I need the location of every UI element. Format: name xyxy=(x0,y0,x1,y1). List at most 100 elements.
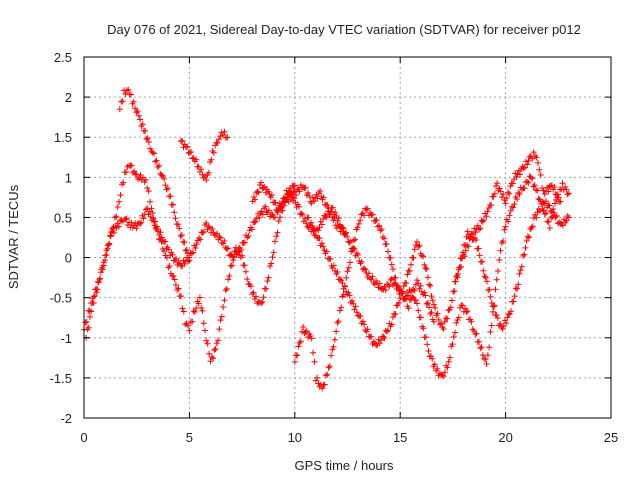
data-point xyxy=(465,243,472,250)
data-point xyxy=(214,230,221,237)
x-axis-label: GPS time / hours xyxy=(295,458,394,473)
data-point xyxy=(521,251,528,258)
data-point xyxy=(193,305,200,312)
data-point xyxy=(124,163,131,170)
series-track-7 xyxy=(452,149,564,285)
data-point xyxy=(548,215,555,222)
data-point xyxy=(524,161,531,168)
data-point xyxy=(486,344,493,351)
data-point xyxy=(492,183,499,190)
data-point xyxy=(520,165,527,172)
data-point xyxy=(342,230,349,237)
data-point xyxy=(495,268,502,275)
data-point xyxy=(226,272,233,279)
data-point xyxy=(374,223,381,230)
data-point xyxy=(448,297,455,304)
data-point xyxy=(224,134,231,141)
data-point xyxy=(532,152,539,159)
data-point xyxy=(460,251,467,258)
x-tick-label: 25 xyxy=(604,430,618,445)
data-point xyxy=(144,185,151,192)
data-point xyxy=(479,258,486,265)
y-tick-label: -1.5 xyxy=(50,371,72,386)
data-point xyxy=(133,109,140,116)
data-point xyxy=(508,203,515,210)
data-point xyxy=(427,353,434,360)
data-point xyxy=(190,154,197,161)
data-point xyxy=(475,245,482,252)
data-point xyxy=(529,223,536,230)
data-point xyxy=(149,209,156,216)
data-point xyxy=(176,225,183,232)
data-point xyxy=(352,303,359,310)
data-point xyxy=(487,293,494,300)
series-track-5 xyxy=(291,173,572,392)
data-point xyxy=(499,325,506,332)
data-point xyxy=(241,239,248,246)
data-point xyxy=(211,347,218,354)
data-point xyxy=(387,254,394,261)
data-point xyxy=(388,275,395,282)
data-point xyxy=(395,284,402,291)
data-point xyxy=(417,282,424,289)
data-point xyxy=(316,224,323,231)
data-point xyxy=(546,202,553,209)
data-point xyxy=(511,201,518,208)
data-point xyxy=(565,214,572,221)
data-point xyxy=(302,329,309,335)
data-point xyxy=(161,175,168,182)
data-point xyxy=(195,300,202,307)
data-point xyxy=(435,316,442,323)
data-point xyxy=(262,203,269,210)
data-point xyxy=(216,326,223,333)
data-point xyxy=(330,262,337,269)
data-point xyxy=(478,344,485,351)
data-point xyxy=(317,187,324,194)
data-point xyxy=(203,337,210,344)
data-point xyxy=(212,345,219,352)
data-point xyxy=(344,268,351,275)
data-point xyxy=(203,176,210,183)
data-point xyxy=(450,288,457,295)
data-point xyxy=(559,180,566,187)
data-point xyxy=(228,262,235,269)
y-tick-label: 0 xyxy=(65,251,72,266)
y-tick-label: 0.5 xyxy=(54,210,72,225)
data-point xyxy=(184,143,191,150)
data-point xyxy=(357,217,364,224)
data-point xyxy=(358,258,365,265)
data-point xyxy=(417,314,424,321)
data-point xyxy=(145,138,152,145)
data-point xyxy=(156,162,163,169)
data-point xyxy=(133,225,140,232)
data-point xyxy=(338,277,345,284)
data-point xyxy=(171,276,178,283)
data-point xyxy=(169,201,176,208)
data-point xyxy=(521,164,528,171)
data-point xyxy=(116,106,123,113)
data-point xyxy=(334,319,341,326)
data-point xyxy=(376,280,383,287)
data-point xyxy=(421,289,428,296)
data-point xyxy=(503,195,510,202)
data-point xyxy=(157,229,164,236)
data-point xyxy=(222,287,229,294)
data-point xyxy=(186,254,193,261)
data-points xyxy=(81,86,572,392)
data-point xyxy=(473,237,480,244)
data-point xyxy=(163,186,170,193)
data-point xyxy=(247,283,254,290)
data-point xyxy=(412,297,419,304)
data-point xyxy=(285,198,292,205)
data-point xyxy=(103,247,110,254)
data-point xyxy=(459,302,466,309)
data-point xyxy=(536,166,543,173)
data-point xyxy=(108,229,115,236)
data-point xyxy=(402,293,409,300)
data-point xyxy=(411,246,418,253)
data-point xyxy=(347,238,354,245)
data-point xyxy=(123,87,130,94)
data-point xyxy=(462,247,469,254)
data-point xyxy=(296,203,303,210)
data-point xyxy=(334,268,341,275)
